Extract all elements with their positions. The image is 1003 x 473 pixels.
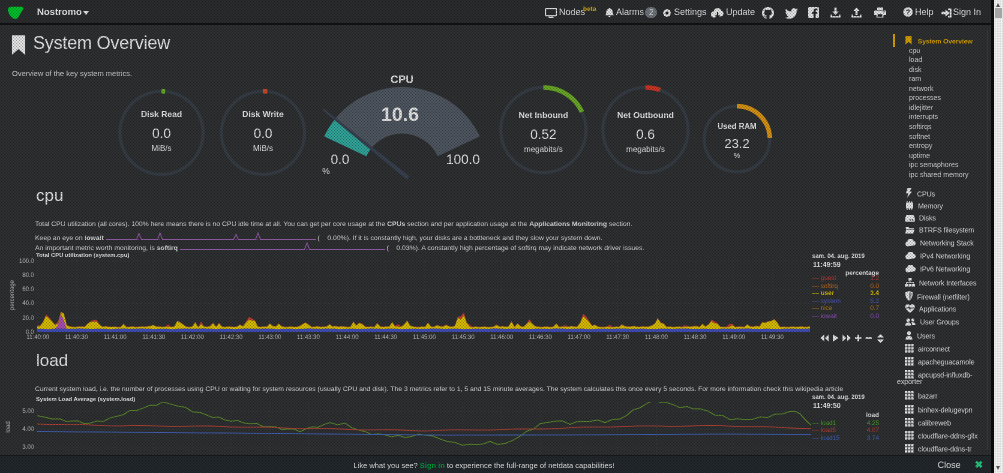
svg-text:?: ? (906, 8, 911, 17)
